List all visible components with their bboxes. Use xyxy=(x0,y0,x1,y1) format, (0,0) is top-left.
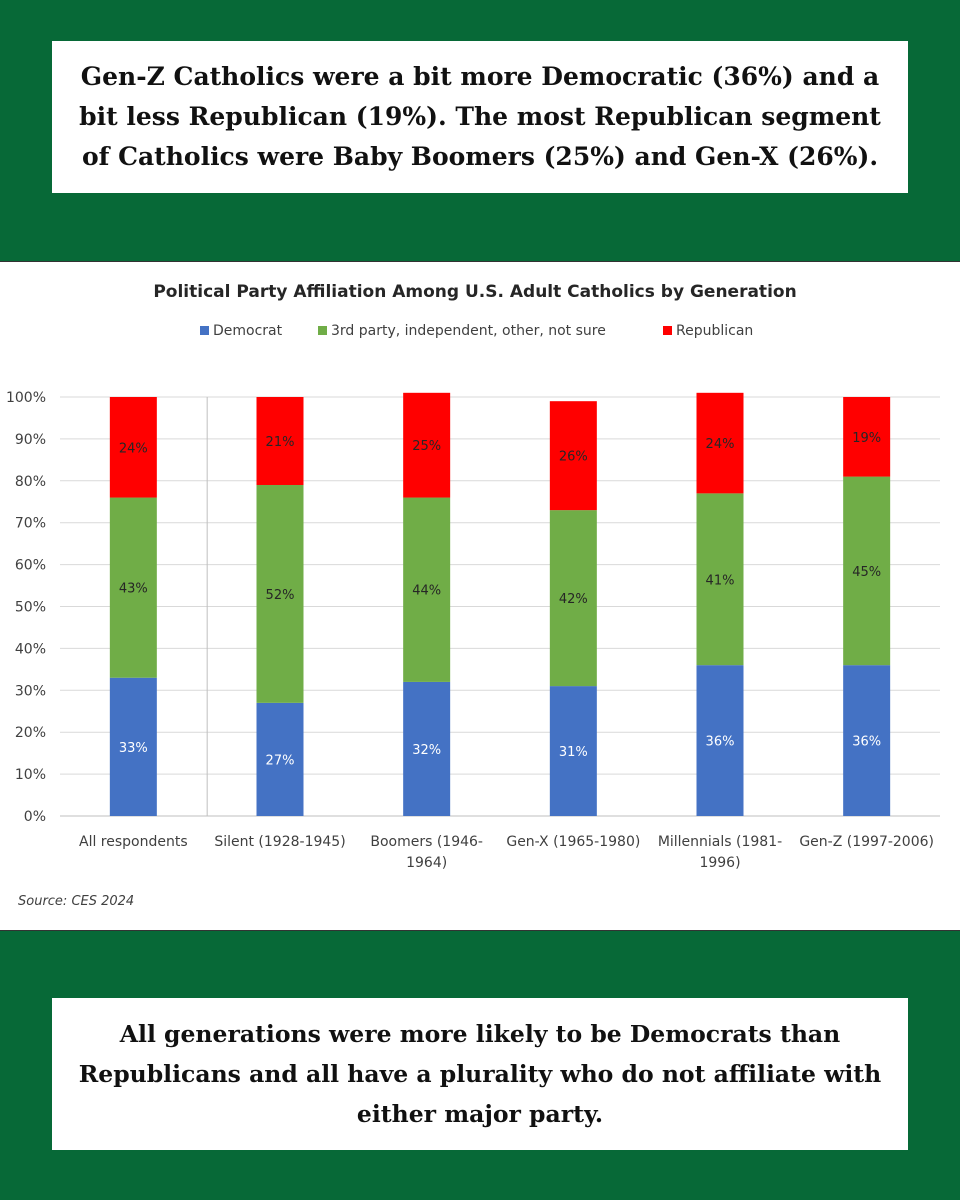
legend-swatch xyxy=(318,326,327,335)
y-tick-label: 0% xyxy=(24,809,46,825)
data-label: 25% xyxy=(412,439,441,454)
legend-label: Republican xyxy=(676,323,753,339)
data-label: 24% xyxy=(706,437,735,452)
data-label: 31% xyxy=(559,745,588,760)
x-tick-label: Silent (1928-1945) xyxy=(214,834,345,850)
data-label: 19% xyxy=(852,431,881,446)
bar-segment xyxy=(403,392,451,498)
x-tick-label: 1964) xyxy=(406,855,447,871)
data-label: 26% xyxy=(559,450,588,465)
data-label: 24% xyxy=(119,441,148,456)
data-label: 43% xyxy=(119,582,148,597)
bar-segment xyxy=(696,665,744,816)
x-tick-label: Boomers (1946- xyxy=(370,834,483,850)
data-label: 42% xyxy=(559,592,588,607)
bar-segment xyxy=(256,702,304,816)
bar-segment xyxy=(549,510,597,687)
legend-swatch xyxy=(200,326,209,335)
x-tick-label: All respondents xyxy=(79,834,188,850)
y-tick-label: 50% xyxy=(15,600,46,616)
data-label: 32% xyxy=(412,743,441,758)
legend-label: 3rd party, independent, other, not sure xyxy=(331,323,606,339)
x-tick-label: Gen-X (1965-1980) xyxy=(506,834,640,850)
legend-label: Democrat xyxy=(213,323,283,339)
bar-segment xyxy=(843,665,891,816)
source-note: Source: CES 2024 xyxy=(18,894,134,909)
data-label: 41% xyxy=(706,573,735,588)
bar-segment xyxy=(109,677,157,816)
legend-swatch xyxy=(663,326,672,335)
data-label: 44% xyxy=(412,584,441,599)
bar-segment xyxy=(256,397,304,485)
data-label: 36% xyxy=(852,735,881,750)
top-caption: Gen-Z Catholics were a bit more Democrat… xyxy=(52,41,908,193)
x-tick-label: Gen-Z (1997-2006) xyxy=(799,834,934,850)
data-label: 21% xyxy=(266,435,295,450)
bar-segment xyxy=(256,484,304,703)
y-tick-label: 40% xyxy=(15,641,46,657)
stacked-bar-chart: Political Party Affiliation Among U.S. A… xyxy=(6,282,940,909)
y-tick-label: 20% xyxy=(15,725,46,741)
chart-title: Political Party Affiliation Among U.S. A… xyxy=(153,282,796,302)
bar-segment xyxy=(403,681,451,816)
data-label: 45% xyxy=(852,565,881,580)
data-label: 33% xyxy=(119,741,148,756)
bar-segment xyxy=(696,392,744,494)
y-tick-label: 70% xyxy=(15,516,46,532)
x-tick-label: Millennials (1981- xyxy=(658,834,782,850)
y-tick-label: 60% xyxy=(15,558,46,574)
y-tick-label: 30% xyxy=(15,683,46,699)
bar-segment xyxy=(109,497,157,678)
data-label: 52% xyxy=(266,588,295,603)
bar-segment xyxy=(549,401,597,511)
x-tick-label: 1996) xyxy=(699,855,740,871)
bar-segment xyxy=(549,686,597,816)
bottom-caption: All generations were more likely to be D… xyxy=(52,998,908,1150)
y-tick-label: 80% xyxy=(15,474,46,490)
data-label: 27% xyxy=(266,753,295,768)
y-tick-label: 10% xyxy=(15,767,46,783)
bar-segment xyxy=(403,497,451,682)
bar-segment xyxy=(843,397,891,477)
bar-segment xyxy=(843,476,891,666)
chart-panel: Political Party Affiliation Among U.S. A… xyxy=(0,261,960,931)
data-label: 36% xyxy=(706,735,735,750)
bar-segment xyxy=(109,397,157,498)
y-tick-label: 90% xyxy=(15,432,46,448)
y-tick-label: 100% xyxy=(6,390,46,406)
bar-segment xyxy=(696,493,744,666)
